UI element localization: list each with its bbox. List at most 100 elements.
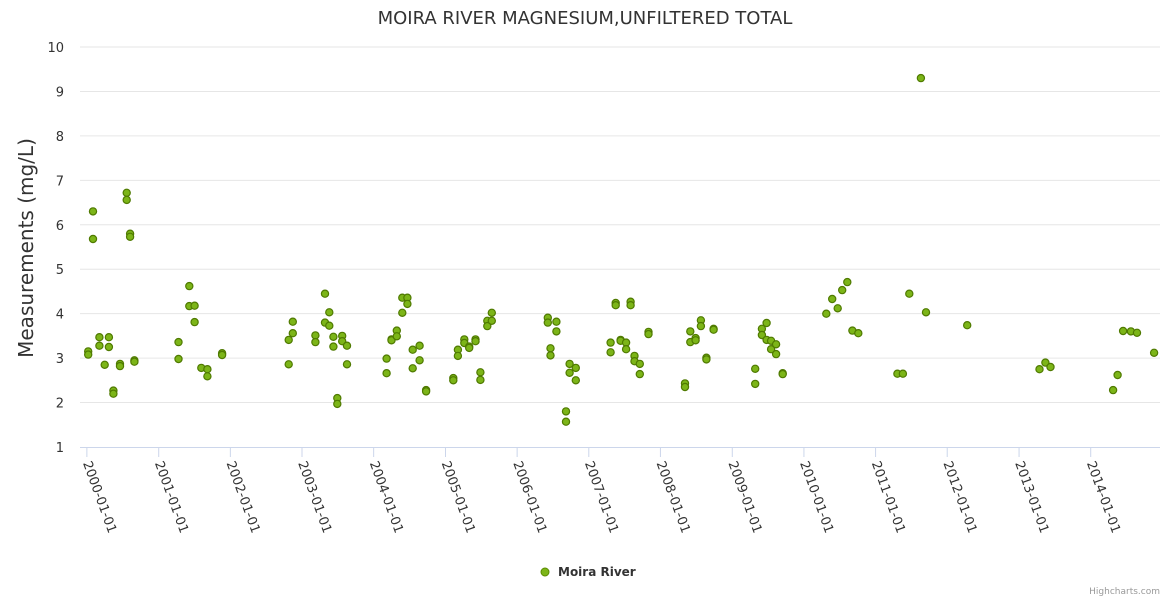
data-point[interactable] bbox=[561, 417, 571, 426]
data-point[interactable] bbox=[822, 309, 831, 318]
legend-label[interactable]: Moira River bbox=[558, 565, 636, 579]
data-point[interactable] bbox=[483, 321, 492, 331]
data-point[interactable] bbox=[833, 304, 842, 313]
data-point[interactable] bbox=[1149, 348, 1159, 357]
data-point[interactable] bbox=[621, 345, 631, 354]
data-point[interactable] bbox=[552, 317, 561, 326]
data-point[interactable] bbox=[122, 188, 131, 197]
data-point[interactable] bbox=[408, 345, 417, 354]
data-point[interactable] bbox=[757, 330, 767, 340]
data-point[interactable] bbox=[751, 364, 760, 373]
data-point[interactable] bbox=[392, 332, 401, 341]
data-point[interactable] bbox=[408, 364, 417, 373]
data-point[interactable] bbox=[771, 340, 781, 349]
data-point[interactable] bbox=[398, 308, 407, 317]
data-point[interactable] bbox=[109, 389, 118, 398]
data-point[interactable] bbox=[691, 336, 700, 345]
data-point[interactable] bbox=[104, 333, 114, 342]
data-point[interactable] bbox=[83, 350, 93, 359]
data-point[interactable] bbox=[311, 337, 320, 347]
data-point[interactable] bbox=[329, 332, 338, 341]
data-point[interactable] bbox=[174, 337, 183, 347]
data-point[interactable] bbox=[696, 321, 706, 331]
data-point[interactable] bbox=[104, 342, 114, 352]
data-point[interactable] bbox=[543, 318, 553, 327]
data-point[interactable] bbox=[320, 289, 330, 298]
data-point[interactable] bbox=[635, 369, 645, 379]
data-point[interactable] bbox=[453, 351, 463, 361]
data-point[interactable] bbox=[921, 308, 931, 317]
data-point[interactable] bbox=[626, 301, 635, 310]
data-point[interactable] bbox=[1118, 326, 1128, 336]
data-point[interactable] bbox=[905, 289, 914, 298]
data-point[interactable] bbox=[174, 354, 183, 364]
legend[interactable]: Moira River bbox=[540, 565, 636, 579]
data-point[interactable] bbox=[828, 294, 837, 304]
data-point[interactable] bbox=[449, 376, 458, 385]
data-point[interactable] bbox=[1113, 370, 1122, 380]
data-point[interactable] bbox=[88, 234, 98, 244]
data-point[interactable] bbox=[382, 369, 391, 378]
data-point[interactable] bbox=[916, 73, 926, 83]
data-point[interactable] bbox=[329, 342, 338, 351]
data-point[interactable] bbox=[203, 365, 212, 374]
data-point[interactable] bbox=[203, 372, 212, 381]
data-point[interactable] bbox=[843, 277, 852, 287]
credits-link[interactable]: Highcharts.com bbox=[1089, 587, 1160, 597]
data-point[interactable] bbox=[611, 301, 620, 310]
data-point[interactable] bbox=[546, 344, 555, 353]
data-point[interactable] bbox=[476, 375, 485, 385]
data-point[interactable] bbox=[635, 359, 645, 369]
data-point[interactable] bbox=[325, 321, 334, 330]
data-point[interactable] bbox=[546, 351, 555, 360]
data-point[interactable] bbox=[565, 359, 574, 369]
data-point[interactable] bbox=[333, 399, 342, 409]
data-point[interactable] bbox=[680, 382, 690, 392]
data-point[interactable] bbox=[185, 281, 194, 291]
data-point[interactable] bbox=[751, 379, 760, 389]
data-point[interactable] bbox=[1132, 328, 1142, 337]
data-point[interactable] bbox=[487, 316, 496, 325]
data-point[interactable] bbox=[95, 341, 104, 350]
data-point[interactable] bbox=[644, 329, 653, 339]
data-point[interactable] bbox=[606, 348, 615, 357]
data-point[interactable] bbox=[421, 387, 431, 396]
data-point[interactable] bbox=[771, 349, 781, 359]
data-point[interactable] bbox=[288, 317, 297, 326]
data-point[interactable] bbox=[415, 341, 424, 350]
data-point[interactable] bbox=[471, 337, 480, 346]
data-point[interactable] bbox=[1041, 358, 1050, 367]
data-point[interactable] bbox=[342, 341, 352, 350]
data-point[interactable] bbox=[854, 329, 863, 338]
data-point[interactable] bbox=[778, 369, 787, 379]
data-point[interactable] bbox=[403, 299, 412, 309]
data-point[interactable] bbox=[325, 308, 334, 317]
data-point[interactable] bbox=[476, 368, 485, 377]
data-point[interactable] bbox=[686, 327, 695, 336]
data-point[interactable] bbox=[1035, 365, 1044, 374]
data-point[interactable] bbox=[1108, 385, 1118, 395]
data-point[interactable] bbox=[571, 376, 581, 385]
data-point[interactable] bbox=[766, 345, 776, 354]
data-point[interactable] bbox=[88, 207, 98, 216]
data-point[interactable] bbox=[217, 350, 227, 360]
data-point[interactable] bbox=[190, 301, 199, 310]
data-point[interactable] bbox=[125, 232, 135, 241]
data-point[interactable] bbox=[382, 354, 391, 363]
data-point[interactable] bbox=[606, 338, 615, 347]
data-point[interactable] bbox=[415, 356, 424, 365]
data-point[interactable] bbox=[284, 360, 293, 369]
data-point[interactable] bbox=[1046, 362, 1055, 372]
data-point[interactable] bbox=[100, 360, 109, 369]
data-point[interactable] bbox=[762, 318, 771, 328]
data-point[interactable] bbox=[465, 343, 474, 353]
data-point[interactable] bbox=[963, 321, 972, 330]
data-point[interactable] bbox=[552, 327, 561, 336]
data-point[interactable] bbox=[487, 308, 496, 317]
data-point[interactable] bbox=[95, 333, 104, 342]
data-point[interactable] bbox=[571, 363, 581, 373]
data-point[interactable] bbox=[565, 368, 574, 377]
data-point[interactable] bbox=[342, 360, 352, 369]
data-point[interactable] bbox=[190, 317, 199, 327]
data-point[interactable] bbox=[288, 329, 297, 338]
